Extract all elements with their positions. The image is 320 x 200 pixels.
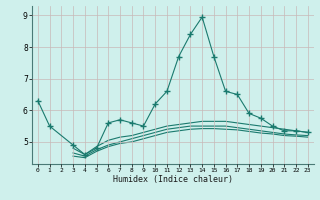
- X-axis label: Humidex (Indice chaleur): Humidex (Indice chaleur): [113, 175, 233, 184]
